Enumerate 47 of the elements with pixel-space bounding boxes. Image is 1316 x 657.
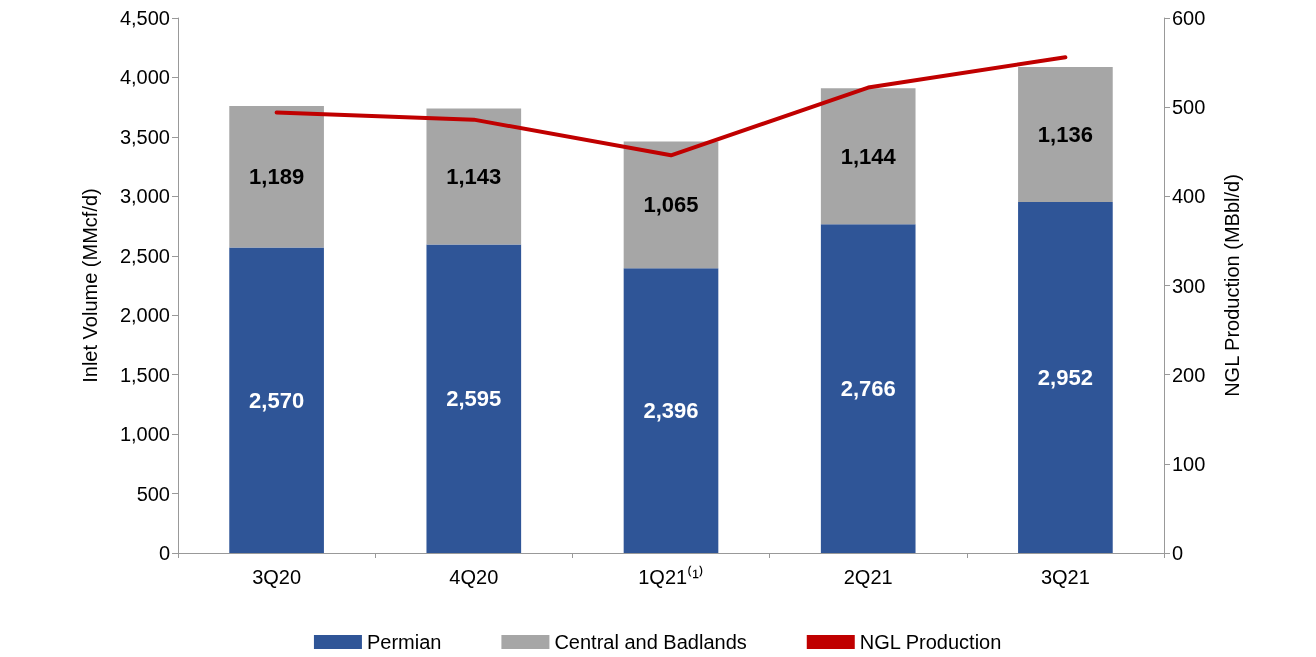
y-axis-title: Inlet Volume (MMcf/d) (79, 188, 101, 383)
bar (426, 244, 522, 553)
bar (623, 268, 719, 553)
y2-tick-label: 500 (1172, 96, 1206, 119)
bar (229, 247, 324, 553)
bar (1018, 202, 1113, 553)
y-tick-label: 3,500 (119, 125, 170, 148)
data-label: 2,396 (643, 398, 699, 424)
x-tick-label: 4Q20 (449, 566, 499, 588)
y-tick-label: 1,500 (119, 363, 170, 386)
y-tick-label: 4,000 (119, 66, 170, 89)
y2-tick-label: 600 (1172, 7, 1206, 29)
y2-tick-label: 0 (1172, 542, 1184, 564)
y-tick-label: 2,000 (119, 304, 170, 327)
data-label: 2,952 (1037, 365, 1093, 391)
x-tick-label: 3Q20 (252, 566, 302, 588)
data-label: 1,189 (249, 164, 305, 190)
x-tick-label: 3Q21 (1040, 566, 1090, 588)
y-tick-label: 500 (136, 482, 170, 505)
legend-label: Central and Badlands (554, 631, 747, 653)
y2-tick-label: 300 (1172, 274, 1206, 297)
y-tick-label: 1,000 (119, 423, 170, 446)
y2-tick-label: 100 (1172, 452, 1206, 475)
x-tick-label: 2Q21 (843, 566, 893, 588)
data-label: 1,144 (840, 143, 897, 169)
bar (1018, 66, 1113, 203)
bar (426, 108, 522, 245)
y2-tick-label: 400 (1172, 185, 1206, 208)
data-label: 1,065 (643, 192, 699, 218)
y2-tick-label: 200 (1172, 363, 1206, 386)
bar (820, 88, 916, 225)
y-tick-label: 2,500 (119, 244, 170, 267)
bar (229, 106, 324, 248)
data-label: 2,595 (446, 386, 502, 412)
y-tick-label: 4,500 (119, 7, 170, 29)
bar (820, 224, 916, 553)
data-label: 2,766 (840, 376, 896, 402)
x-tick-label: 1Q21⁽¹⁾ (638, 565, 704, 588)
y-tick-label: 3,000 (119, 185, 170, 208)
y-tick-label: 0 (158, 542, 170, 564)
y2-axis-title: NGL Production (MBbl/d) (1221, 174, 1243, 397)
bar (623, 141, 719, 269)
data-label: 2,570 (249, 387, 305, 413)
data-label: 1,143 (446, 164, 502, 190)
data-label: 1,136 (1037, 122, 1093, 148)
legend-label: NGL Production (859, 631, 1002, 653)
legend-label: Permian (366, 631, 442, 653)
